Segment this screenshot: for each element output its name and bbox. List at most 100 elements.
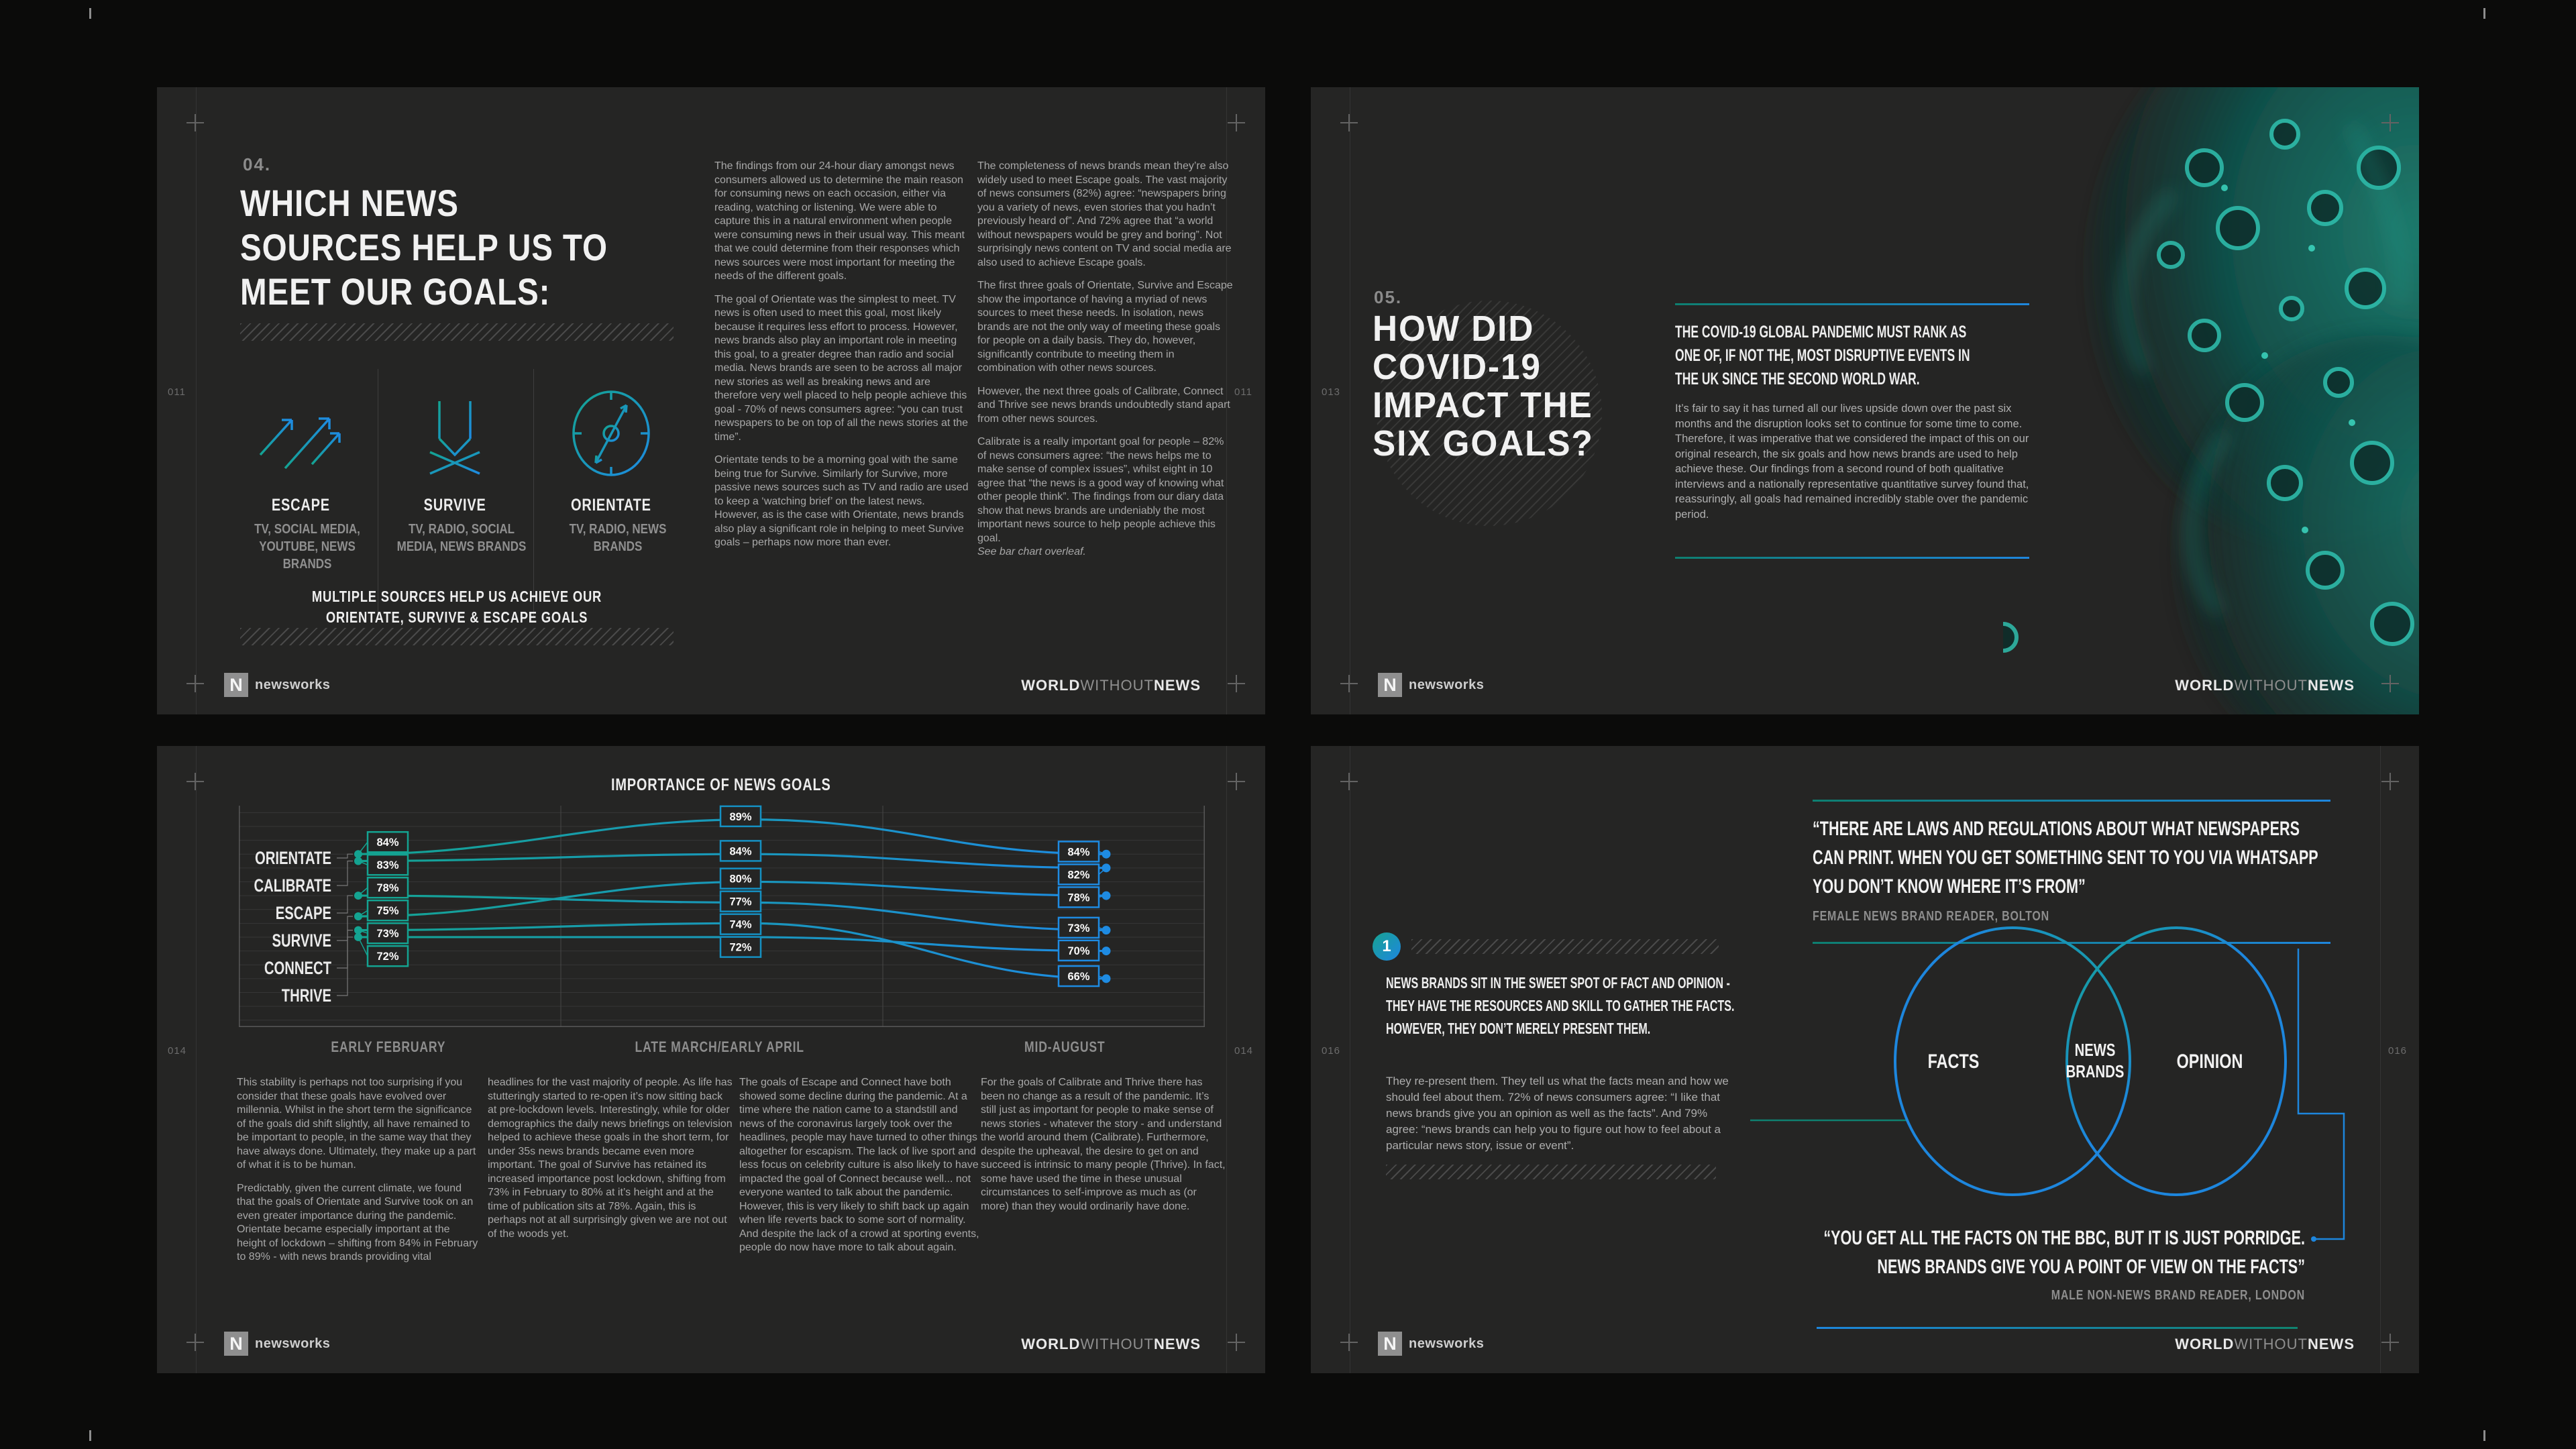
crop-mark bbox=[2381, 1334, 2399, 1351]
newsworks-logo: N newsworks bbox=[1378, 1332, 1484, 1356]
newsworks-logo: N newsworks bbox=[224, 1332, 330, 1356]
divider-rule bbox=[1813, 800, 2330, 802]
page-number: 011 bbox=[168, 386, 186, 398]
svg-text:THRIVE: THRIVE bbox=[282, 985, 331, 1006]
opinion-circle bbox=[2065, 926, 2287, 1196]
svg-text:72%: 72% bbox=[729, 942, 751, 954]
chart-title: IMPORTANCE OF NEWS GOALS bbox=[611, 775, 831, 794]
page-number: 014 bbox=[1234, 1045, 1254, 1057]
goal-sources: TV, RADIO, NEWS BRANDS bbox=[569, 522, 667, 554]
svg-text:82%: 82% bbox=[1067, 869, 1089, 881]
page-number: 011 bbox=[1234, 386, 1252, 398]
svg-text:80%: 80% bbox=[729, 873, 751, 885]
svg-text:83%: 83% bbox=[376, 859, 398, 871]
svg-text:89%: 89% bbox=[729, 811, 751, 823]
svg-text:66%: 66% bbox=[1067, 971, 1089, 983]
svg-text:78%: 78% bbox=[376, 882, 398, 894]
hatch-circle bbox=[1377, 301, 1602, 526]
goal-orientate: ORIENTATE TV, RADIO, NEWS BRANDS bbox=[541, 382, 682, 555]
venn-diagram: FACTS NEWS BRANDS OPINION bbox=[1750, 926, 2345, 1242]
section-number: 05. bbox=[1374, 287, 1403, 307]
corner-mark bbox=[2483, 8, 2485, 19]
goal-sources: TV, RADIO, SOCIAL MEDIA, NEWS BRANDS bbox=[396, 522, 527, 554]
world-without-news-footer: WORLDWITHOUTNEWS bbox=[2175, 677, 2355, 694]
crop-mark bbox=[186, 1334, 204, 1351]
crop-mark bbox=[186, 773, 204, 790]
crop-mark bbox=[2381, 675, 2399, 692]
svg-text:72%: 72% bbox=[376, 951, 398, 963]
margin-rule bbox=[196, 746, 197, 1373]
svg-text:CONNECT: CONNECT bbox=[264, 958, 331, 979]
crop-mark bbox=[2381, 114, 2399, 131]
venn-label-center-1: NEWS bbox=[2075, 1040, 2116, 1060]
page-title: HOW DID COVID-19 IMPACT THE SIX GOALS? bbox=[1373, 309, 1594, 464]
page-number: 016 bbox=[1322, 1045, 1341, 1057]
body-column: This stability is perhaps not too surpri… bbox=[237, 1077, 478, 1263]
crop-mark bbox=[2381, 773, 2399, 790]
sweet-spot-headline: NEWS BRANDS SIT IN THE SWEET SPOT OF FAC… bbox=[1386, 974, 1735, 1037]
crop-mark bbox=[1340, 114, 1358, 131]
newsworks-logo-text: newsworks bbox=[1409, 677, 1485, 692]
svg-text:CALIBRATE: CALIBRATE bbox=[254, 875, 331, 896]
page-goals-chart: 014 014 IMPORTANCE OF NEWS GOALS 84% 83% 7… bbox=[157, 746, 1265, 1373]
svg-text:77%: 77% bbox=[729, 896, 751, 908]
svg-text:84%: 84% bbox=[376, 837, 398, 849]
svg-text:84%: 84% bbox=[1067, 846, 1089, 858]
newsworks-logo: N newsworks bbox=[1378, 673, 1484, 697]
page-title: WHICH NEWS SOURCES HELP US TO MEET OUR G… bbox=[240, 182, 608, 313]
coronavirus-image bbox=[2003, 87, 2419, 714]
divider-rule bbox=[1813, 942, 2330, 944]
divider-rule bbox=[1817, 1327, 2298, 1329]
hatch-stripe bbox=[1386, 1165, 1716, 1179]
goal-sources: TV, SOCIAL MEDIA, YOUTUBE, NEWS BRANDS bbox=[254, 522, 360, 572]
section-number: 04. bbox=[243, 154, 272, 174]
world-without-news-footer: WORLDWITHOUTNEWS bbox=[1021, 677, 1201, 694]
callout: MULTIPLE SOURCES HELP US ACHIEVE OUR ORI… bbox=[311, 588, 602, 626]
divider-rule bbox=[1675, 303, 2029, 305]
venn-label-opinion: OPINION bbox=[2177, 1050, 2243, 1072]
margin-rule bbox=[196, 87, 197, 714]
quote-top: “THERE ARE LAWS AND REGULATIONS ABOUT WH… bbox=[1813, 818, 2318, 898]
world-without-news-footer: WORLDWITHOUTNEWS bbox=[2175, 1336, 2355, 1352]
newsworks-logo-text: newsworks bbox=[255, 1336, 331, 1351]
hatch-stripe bbox=[240, 323, 674, 341]
svg-text:ORIENTATE: ORIENTATE bbox=[255, 848, 331, 869]
goal-name: SURVIVE bbox=[423, 496, 486, 515]
hatch-stripe bbox=[240, 628, 674, 645]
covid-body: It’s fair to say it has turned all our l… bbox=[1675, 402, 2029, 521]
body-column: The findings from our 24-hour diary amon… bbox=[714, 160, 969, 548]
crop-mark bbox=[1228, 1334, 1245, 1351]
svg-text:73%: 73% bbox=[376, 928, 398, 940]
corner-mark bbox=[2483, 1430, 2485, 1441]
svg-text:75%: 75% bbox=[376, 905, 398, 917]
newsworks-logo-mark: N bbox=[1378, 673, 1402, 697]
svg-text:84%: 84% bbox=[729, 845, 751, 857]
crop-mark bbox=[186, 114, 204, 131]
page-number: 016 bbox=[2388, 1045, 2408, 1057]
compass-icon bbox=[572, 390, 650, 476]
goal-escape: ESCAPE TV, SOCIAL MEDIA, YOUTUBE, NEWS B… bbox=[230, 382, 371, 573]
svg-text:74%: 74% bbox=[729, 919, 751, 931]
newsworks-logo-text: newsworks bbox=[1409, 1336, 1485, 1351]
quote-bottom: “YOU GET ALL THE FACTS ON THE BBC, BUT I… bbox=[1823, 1227, 2305, 1278]
newsworks-logo-text: newsworks bbox=[255, 677, 331, 692]
x-axis-label: MID-AUGUST bbox=[1024, 1038, 1106, 1055]
connector-line bbox=[2297, 949, 2345, 1240]
margin-rule bbox=[2380, 746, 2381, 1373]
sweet-spot-body: They re-present them. They tell us what … bbox=[1386, 1075, 1729, 1152]
crop-mark bbox=[1340, 1334, 1358, 1351]
goal-name: ESCAPE bbox=[271, 496, 330, 515]
margin-rule bbox=[1226, 87, 1227, 714]
down-arrow-icon bbox=[429, 389, 480, 475]
world-without-news-footer: WORLDWITHOUTNEWS bbox=[1021, 1336, 1201, 1352]
corner-mark bbox=[89, 1430, 91, 1441]
crop-mark bbox=[1340, 773, 1358, 790]
crop-mark bbox=[1228, 114, 1245, 131]
body-column: For the goals of Calibrate and Thrive th… bbox=[981, 1077, 1226, 1212]
trending-arrows-icon bbox=[259, 417, 341, 470]
svg-text:70%: 70% bbox=[1067, 945, 1089, 957]
facts-circle bbox=[1894, 926, 2131, 1196]
newsworks-logo-mark: N bbox=[224, 673, 248, 697]
crop-mark bbox=[1340, 675, 1358, 692]
